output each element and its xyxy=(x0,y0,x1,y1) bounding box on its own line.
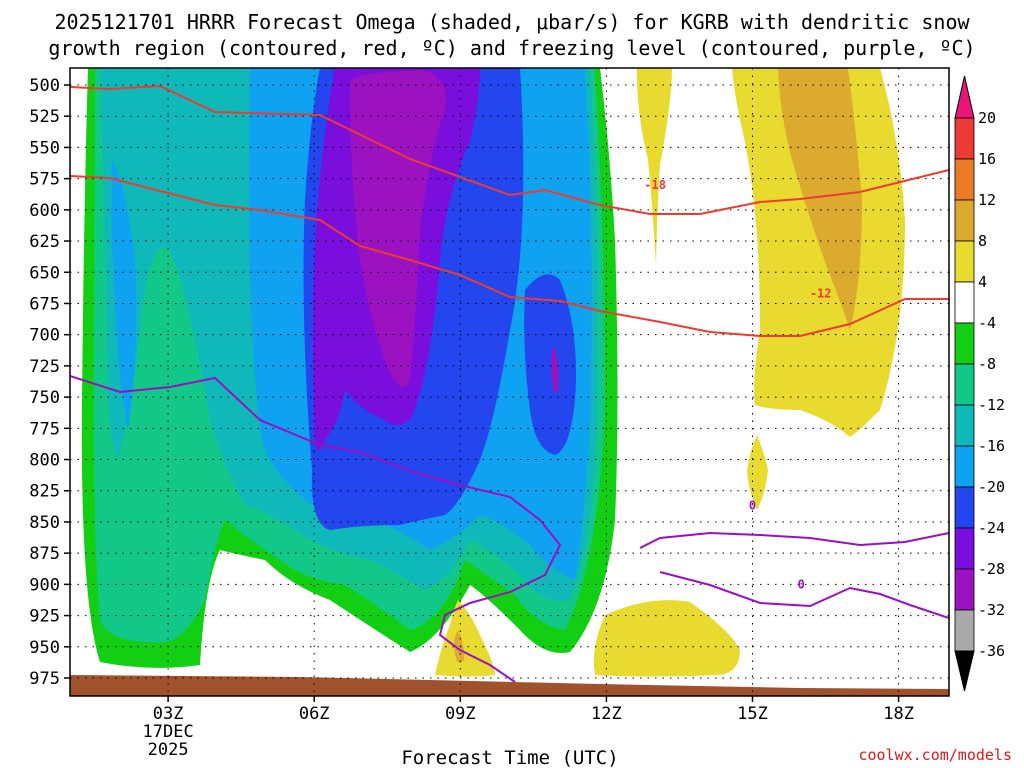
y-tick-label: 875 xyxy=(29,544,60,564)
y-tick-label: 900 xyxy=(29,575,60,595)
colorbar-label: 12 xyxy=(978,191,996,209)
colorbar-bin xyxy=(954,404,975,447)
omega-region-yellow-right xyxy=(732,68,905,437)
y-tick-label: 650 xyxy=(29,263,60,283)
freezing-level-contour-3 xyxy=(659,571,949,619)
colorbar-label: 4 xyxy=(978,273,987,291)
colorbar-max-arrow xyxy=(954,75,975,119)
y-tick-label: 750 xyxy=(29,388,60,408)
credit-text: coolwx.com/models xyxy=(858,746,1012,764)
y-tick-label: 850 xyxy=(29,513,60,533)
colorbar-label: 20 xyxy=(978,109,996,127)
y-tick-label: 575 xyxy=(29,170,60,190)
contour-labels: -18 -12 0 0 xyxy=(644,178,832,591)
omega-region-yellow-mid xyxy=(747,435,768,510)
y-tick-label: 700 xyxy=(29,326,60,346)
colorbar-bin xyxy=(954,117,975,160)
omega-region-yellow-top xyxy=(636,68,672,265)
contour-label: -12 xyxy=(810,286,832,300)
dgz-minus12-contour xyxy=(70,175,949,337)
colorbar-min-arrow xyxy=(954,650,975,692)
chart-title-line-1: 2025121701 HRRR Forecast Omega (shaded, … xyxy=(54,10,970,34)
x-tick-year: 2025 xyxy=(148,740,189,760)
omega-region-orange-small xyxy=(454,630,465,664)
omega-region-yellow-bottom xyxy=(593,600,740,677)
y-tick-label: 600 xyxy=(29,201,60,221)
x-tick-label: 06Z xyxy=(299,704,330,724)
colorbar-label: -24 xyxy=(978,519,1005,537)
freezing-level-contour xyxy=(70,375,562,683)
x-tick-label: 09Z xyxy=(445,704,476,724)
colorbar-bin xyxy=(954,609,975,652)
colorbar-label: 8 xyxy=(978,232,987,250)
y-tick-label: 800 xyxy=(29,451,60,471)
dgz-minus18-contour xyxy=(70,84,949,215)
y-tick-label: 975 xyxy=(29,669,60,689)
colorbar-bin xyxy=(954,240,975,283)
colorbar: 20 16 12 8 4 -4 -8 -12 -16 -20 -24 -28 -32 -36 xyxy=(954,75,1005,692)
y-tick-label: 525 xyxy=(29,107,60,127)
y-tick-label: 825 xyxy=(29,482,60,502)
plot-border xyxy=(69,67,950,697)
y-tick-label: 775 xyxy=(29,419,60,439)
contour-label: 0 xyxy=(798,577,805,591)
colorbar-label: -12 xyxy=(978,396,1005,414)
omega-region-blue-right xyxy=(524,274,576,455)
colorbar-label: -28 xyxy=(978,560,1005,578)
colorbar-bin xyxy=(954,568,975,611)
colorbar-bin xyxy=(954,527,975,570)
plot-area: -18 -12 0 0 xyxy=(70,68,949,696)
y-axis: 500 525 550 575 600 625 650 675 700 725 750 775 800 8… xyxy=(29,76,70,689)
colorbar-bin xyxy=(954,281,975,324)
omega-region-orange xyxy=(778,68,862,330)
colorbar-bin xyxy=(954,158,975,201)
colorbar-bin xyxy=(954,363,975,406)
colorbar-label: -32 xyxy=(978,601,1005,619)
contour-label: 0 xyxy=(749,499,756,513)
colorbar-bin xyxy=(954,445,975,488)
x-tick-label: 15Z xyxy=(737,704,768,724)
colorbar-bin xyxy=(954,199,975,242)
y-tick-label: 950 xyxy=(29,638,60,658)
chart-title-line-2: growth region (contoured, red, ºC) and f… xyxy=(48,36,975,60)
colorbar-label: -36 xyxy=(978,642,1005,660)
x-tick-date: 17DEC xyxy=(143,722,194,742)
y-tick-label: 625 xyxy=(29,232,60,252)
y-tick-label: 550 xyxy=(29,138,60,158)
colorbar-label: -16 xyxy=(978,437,1005,455)
colorbar-label: 16 xyxy=(978,150,996,168)
freezing-level-contour-2 xyxy=(639,531,949,549)
colorbar-label: -8 xyxy=(978,355,996,373)
colorbar-label: -20 xyxy=(978,478,1005,496)
x-tick-label: 03Z xyxy=(153,704,184,724)
y-tick-label: 725 xyxy=(29,357,60,377)
x-tick-label: 18Z xyxy=(883,704,914,724)
terrain-ground xyxy=(70,675,949,696)
colorbar-bin xyxy=(954,486,975,529)
y-tick-label: 925 xyxy=(29,607,60,627)
omega-region-lightblue-left xyxy=(111,160,137,430)
omega-region-darkpurple-right xyxy=(551,345,559,394)
x-tick-label: 12Z xyxy=(591,704,622,724)
contour-label: -18 xyxy=(644,178,666,192)
omega-region-darkpurple xyxy=(350,70,446,387)
omega-region-yellow-small xyxy=(435,600,495,677)
y-tick-label: 500 xyxy=(29,76,60,96)
y-tick-label: 675 xyxy=(29,294,60,314)
colorbar-label: -4 xyxy=(978,314,996,332)
x-axis-label: Forecast Time (UTC) xyxy=(401,747,618,768)
colorbar-bin xyxy=(954,322,975,365)
